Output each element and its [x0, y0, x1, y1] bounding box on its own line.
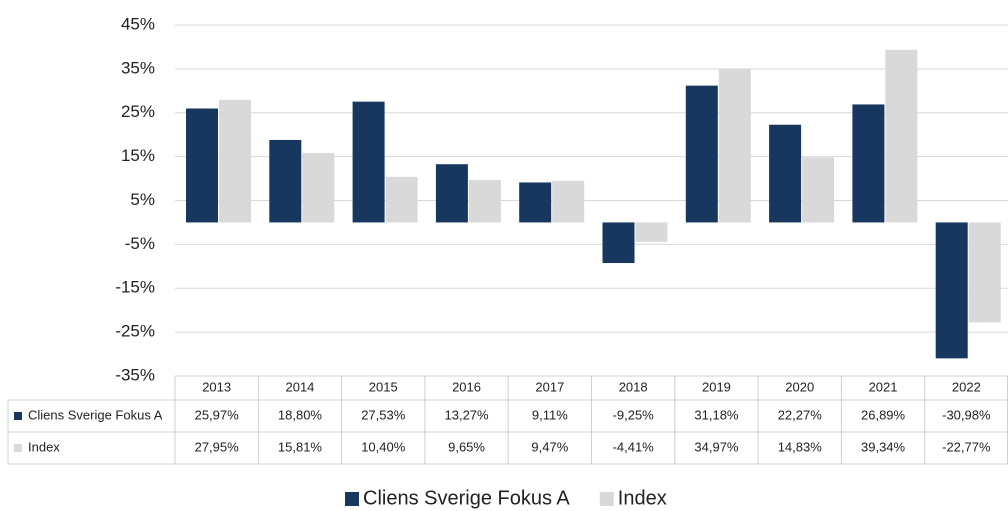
table-cell: 9,47% [531, 439, 568, 454]
bar [186, 108, 218, 223]
bar [718, 69, 751, 223]
bar [352, 101, 385, 223]
table-cell: 14,83% [778, 439, 823, 454]
y-tick-label: 25% [121, 102, 155, 121]
table-cell: 10,40% [361, 439, 406, 454]
table-cell: -30,98% [942, 407, 991, 422]
table-header: 2020 [785, 379, 814, 394]
table-legend-key [14, 412, 22, 420]
table-header: 2019 [702, 379, 731, 394]
table-cell: 26,89% [861, 407, 906, 422]
table-header: 2013 [202, 379, 231, 394]
table-cell: 27,53% [361, 407, 406, 422]
bar [269, 139, 302, 223]
table-cell: -9,25% [613, 407, 655, 422]
table-cell: -22,77% [942, 439, 991, 454]
table-cell: 9,65% [448, 439, 485, 454]
table-cell: 25,97% [195, 407, 240, 422]
bar [769, 124, 802, 223]
legend-label: Cliens Sverige Fokus A [363, 487, 570, 509]
y-tick-label: -35% [115, 365, 155, 384]
table-row-label: Cliens Sverige Fokus A [28, 407, 163, 422]
table-header: 2022 [952, 379, 981, 394]
legend-key [345, 492, 359, 506]
table-cell: -4,41% [613, 439, 655, 454]
bar [635, 222, 668, 242]
table-cell: 39,34% [861, 439, 906, 454]
bar [852, 104, 885, 223]
table-row-label: Index [28, 439, 60, 454]
bar [685, 85, 718, 223]
table-cell: 27,95% [195, 439, 240, 454]
table-cell: 9,11% [532, 407, 568, 422]
table-cell: 34,97% [694, 439, 739, 454]
bar [219, 99, 251, 223]
table-header: 2018 [619, 379, 648, 394]
y-tick-label: 45% [121, 14, 155, 33]
table-header: 2015 [369, 379, 398, 394]
y-tick-label: 5% [130, 190, 155, 209]
table-header: 2016 [452, 379, 481, 394]
table-header: 2014 [285, 379, 314, 394]
bar [519, 182, 552, 223]
table-cell: 31,18% [694, 407, 739, 422]
bar [802, 157, 835, 223]
y-tick-label: 15% [121, 146, 155, 165]
legend-key [599, 492, 614, 506]
legend-label: Index [618, 487, 667, 509]
bar [302, 153, 335, 223]
bar [885, 49, 918, 223]
y-tick-label: -15% [115, 278, 155, 297]
bar [468, 180, 501, 223]
table-header: 2021 [869, 379, 898, 394]
bar [385, 176, 418, 223]
table-cell: 22,27% [778, 407, 823, 422]
bar [435, 164, 468, 223]
table-cell: 13,27% [445, 407, 490, 422]
bar [968, 222, 1001, 323]
bar [602, 222, 635, 264]
y-tick-label: -5% [125, 234, 155, 253]
table-cell: 18,80% [278, 407, 323, 422]
bar [935, 222, 968, 359]
table-header: 2017 [535, 379, 564, 394]
y-tick-label: -25% [115, 322, 155, 341]
table-legend-key [14, 444, 22, 452]
table-cell: 15,81% [278, 439, 323, 454]
y-tick-label: 35% [121, 58, 155, 77]
bar [552, 180, 585, 223]
